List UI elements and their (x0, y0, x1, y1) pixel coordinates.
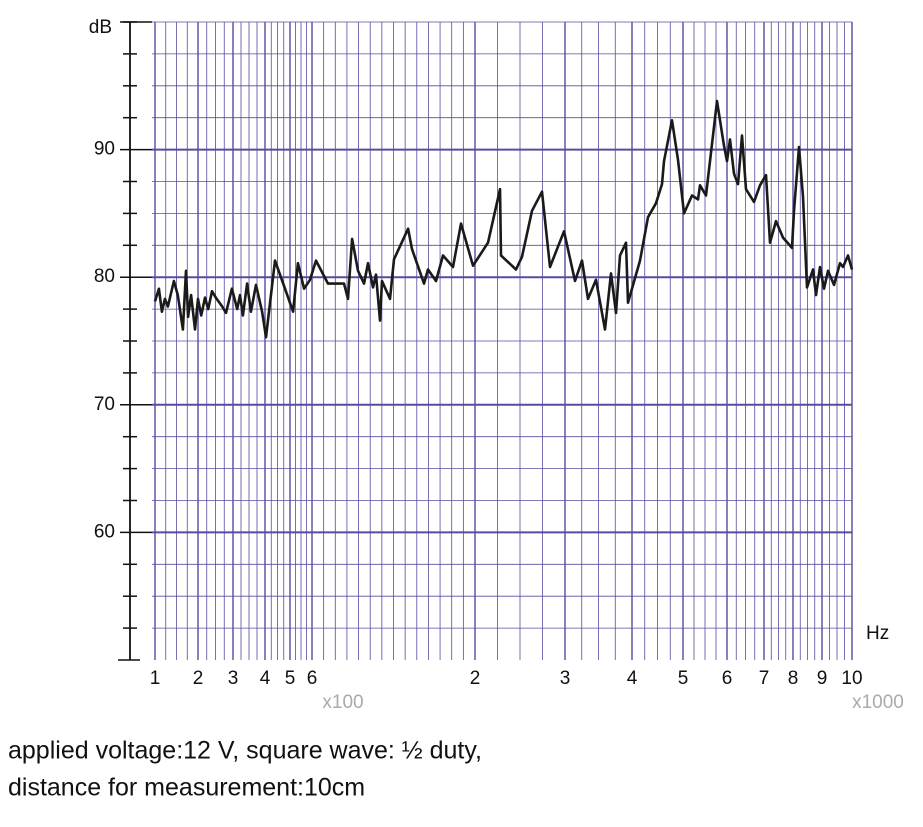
x-tick-label: 4 (260, 668, 271, 689)
x-multiplier: x1000 (852, 692, 904, 713)
x-tick-label: 1 (150, 668, 161, 689)
x-tick-label: 5 (285, 668, 296, 689)
x-tick-label: 6 (307, 668, 318, 689)
x-tick-label: 2 (470, 668, 481, 689)
x-tick-label: 6 (722, 668, 733, 689)
y-tick-label: 90 (94, 139, 115, 160)
y-axis-label: dB (89, 17, 112, 38)
y-tick-label: 80 (94, 266, 115, 287)
x-multiplier: x100 (322, 692, 363, 713)
x-tick-label: 3 (560, 668, 571, 689)
x-tick-label: 8 (788, 668, 799, 689)
x-tick-label: 10 (841, 668, 862, 689)
note: applied voltage:12 V, square wave: ½ dut… (8, 737, 482, 765)
x-tick-label: 3 (228, 668, 239, 689)
x-tick-label: 4 (627, 668, 638, 689)
x-tick-label: 7 (759, 668, 770, 689)
note: distance for measurement:10cm (8, 774, 365, 802)
x-tick-label: 2 (193, 668, 204, 689)
x-axis-label: Hz (866, 623, 889, 644)
y-tick-label: 70 (94, 394, 115, 415)
x-tick-label: 9 (817, 668, 828, 689)
data-line (153, 99, 854, 339)
y-tick-label: 60 (94, 521, 115, 542)
x-tick-label: 5 (678, 668, 689, 689)
